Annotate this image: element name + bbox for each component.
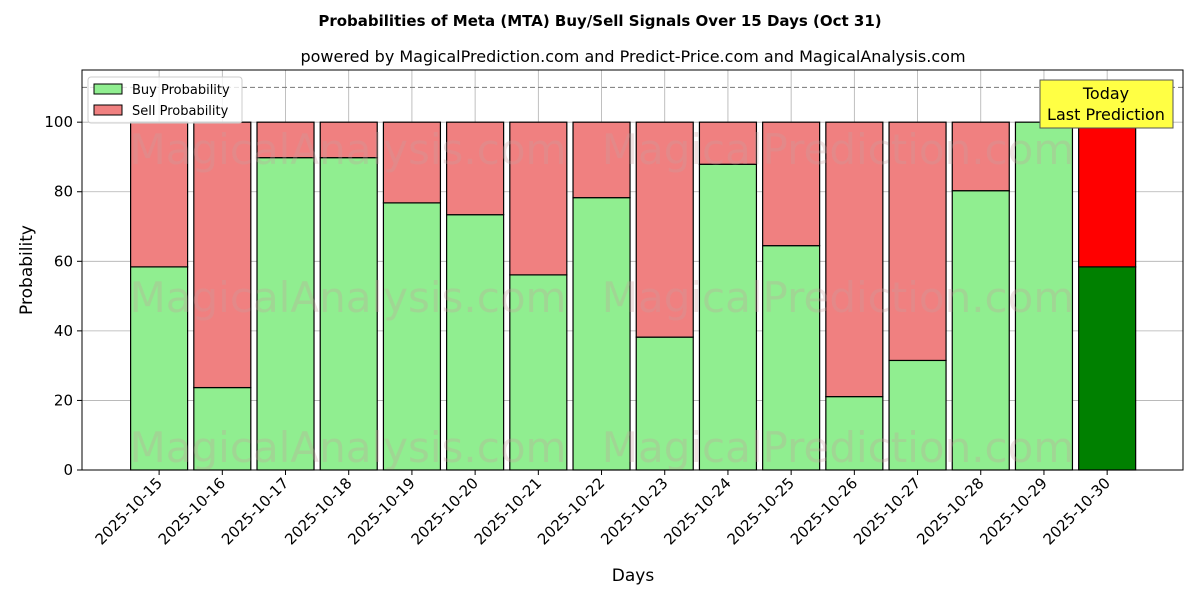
- bar-sell: [319, 121, 378, 159]
- x-axis-label: Days: [612, 566, 655, 586]
- bar-sell: [256, 121, 315, 159]
- x-tick-label: 2025-10-23: [597, 474, 671, 548]
- bar-buy: [635, 336, 694, 471]
- y-tick-label: 100: [44, 113, 73, 131]
- legend: Buy Probability Sell Probability: [87, 76, 243, 124]
- bar-buy: [825, 396, 884, 471]
- bar-sell: [762, 121, 821, 247]
- x-tick-label: 2025-10-28: [913, 474, 987, 548]
- bar-sell: [698, 121, 758, 165]
- today-annotation: Today Last Prediction: [1039, 79, 1174, 129]
- bar-buy: [698, 163, 758, 471]
- x-tick-label: 2025-10-27: [850, 474, 924, 548]
- y-tick-label: 80: [54, 183, 73, 201]
- legend-swatch-sell: [93, 104, 123, 116]
- x-tick-label: 2025-10-15: [92, 474, 166, 548]
- watermark: MagicalPrediction.com: [602, 125, 1075, 174]
- y-axis-label: Probability: [17, 225, 37, 315]
- x-tick-label: 2025-10-24: [660, 474, 734, 548]
- x-tick-label: 2025-10-18: [281, 474, 355, 548]
- watermark: MagicalAnalysis.com: [130, 423, 567, 472]
- x-tick-label: 2025-10-21: [471, 474, 545, 548]
- x-tick-label: 2025-10-17: [218, 474, 292, 548]
- x-tick-label: 2025-10-19: [344, 474, 418, 548]
- bar-sell: [635, 121, 694, 338]
- bar-buy: [382, 202, 442, 471]
- bar-buy: [256, 157, 315, 471]
- bar-buy: [319, 157, 378, 471]
- y-tick-label: 20: [54, 391, 73, 409]
- bar-buy: [446, 214, 505, 471]
- legend-label-buy: Buy Probability: [132, 83, 230, 98]
- bar-buy: [762, 245, 821, 471]
- x-tick-label: 2025-10-22: [534, 474, 608, 548]
- bar-sell: [130, 121, 189, 268]
- bar-buy: [1078, 266, 1137, 471]
- bar-sell: [446, 121, 505, 216]
- plot-frame: [81, 69, 1184, 471]
- bar-sell: [382, 121, 442, 204]
- annotation-line1: Today: [1082, 84, 1129, 103]
- bar-sell: [572, 121, 631, 199]
- bar-buy: [572, 197, 631, 471]
- annotation-line2: Last Prediction: [1047, 105, 1165, 124]
- watermark: MagicalAnalysis.com: [130, 125, 567, 174]
- watermark: MagicalAnalysis.com: [130, 273, 567, 322]
- bar-sell: [951, 121, 1010, 192]
- legend-label-sell: Sell Probability: [132, 104, 229, 119]
- bar-buy: [193, 386, 252, 471]
- chart-title: Probabilities of Meta (MTA) Buy/Sell Sig…: [318, 12, 881, 30]
- x-tick-label: 2025-10-30: [1040, 474, 1114, 548]
- legend-swatch-buy: [93, 83, 123, 95]
- x-tick-label: 2025-10-26: [787, 474, 861, 548]
- y-tick-label: 40: [54, 322, 73, 340]
- watermark: MagicalPrediction.com: [602, 423, 1075, 472]
- x-tick-label: 2025-10-20: [408, 474, 482, 548]
- x-tick-label: 2025-10-16: [155, 474, 229, 548]
- x-tick-label: 2025-10-29: [976, 474, 1050, 548]
- bar-sell: [825, 121, 884, 398]
- watermark: MagicalPrediction.com: [602, 273, 1075, 322]
- x-tick-label: 2025-10-25: [724, 474, 798, 548]
- chart-subtitle: powered by MagicalPrediction.com and Pre…: [300, 47, 965, 66]
- bar-sell: [1078, 121, 1137, 268]
- bar-sell: [888, 121, 947, 362]
- bar-buy: [888, 359, 947, 471]
- y-tick-label: 0: [63, 461, 73, 479]
- bar-sell: [509, 121, 568, 276]
- y-tick-label: 60: [54, 252, 73, 270]
- bar-buy: [509, 274, 568, 471]
